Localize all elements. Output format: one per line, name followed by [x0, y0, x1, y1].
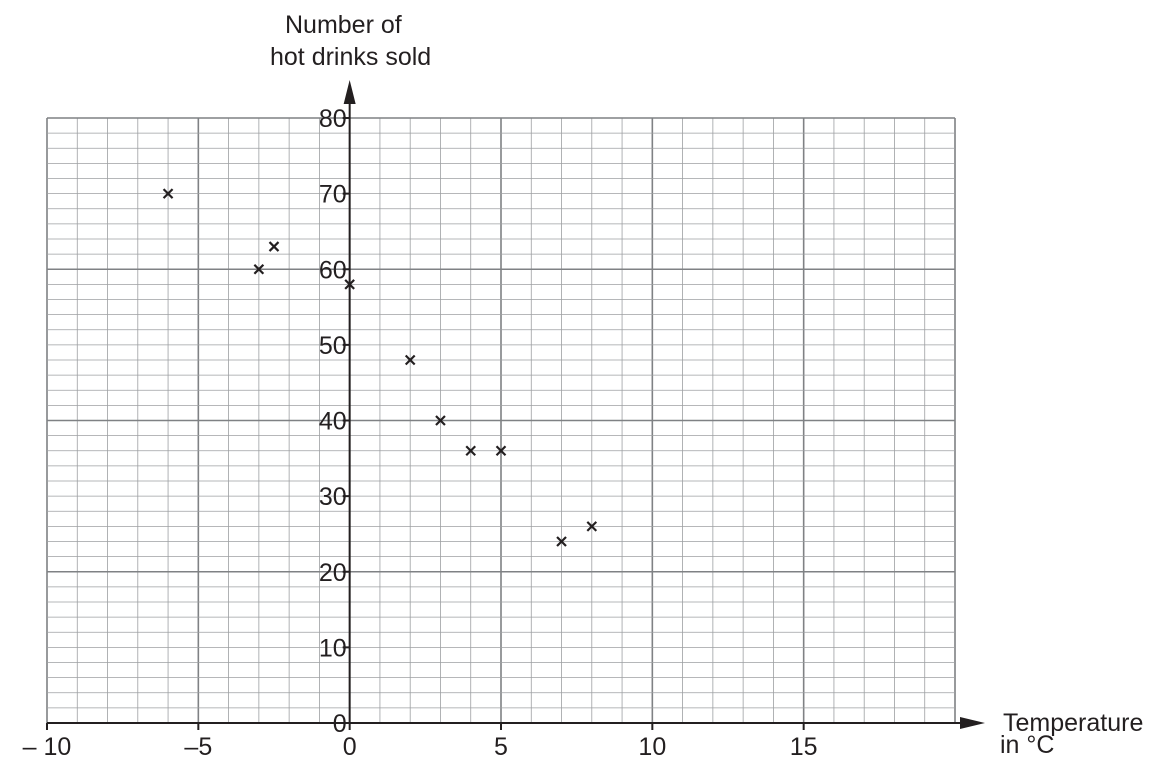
x-tick-label: –5: [184, 733, 212, 758]
y-tick-label: 60: [319, 256, 347, 284]
x-tick-label: 5: [494, 733, 508, 758]
data-point: [556, 536, 567, 547]
y-axis-label-line-1: Number of: [285, 11, 402, 39]
x-tick-label: 10: [638, 733, 666, 758]
x-axis-label-line-1: Temperature: [1003, 709, 1143, 737]
x-tick-label: – 10: [23, 733, 72, 758]
x-axis-label-line-2: in °C: [1000, 731, 1054, 758]
data-point: [253, 263, 265, 275]
axes: [47, 80, 985, 729]
tick-labels: – 10 –5 0 5 10 15 0 10 20 30 40 50 60 70 80: [23, 105, 818, 758]
y-tick-label: 40: [319, 408, 347, 436]
y-tick-label: 30: [319, 483, 347, 511]
data-point: [344, 279, 355, 290]
x-tick-label: 15: [790, 733, 818, 758]
y-tick-label: 80: [319, 105, 347, 133]
y-tick-label: 20: [319, 559, 347, 587]
x-tick-label: 0: [343, 733, 357, 758]
data-point: [495, 445, 507, 457]
y-tick-label: 50: [319, 332, 347, 360]
data-point: [268, 241, 280, 252]
grid: [46, 117, 956, 724]
data-point: [435, 415, 446, 426]
y-axis-label-line-2: hot drinks sold: [270, 43, 431, 71]
y-tick-label: 0: [333, 710, 347, 738]
y-tick-label: 10: [319, 634, 347, 662]
data-point: [465, 445, 477, 457]
data-point: [404, 354, 416, 366]
data-point: [162, 188, 174, 199]
data-points: [162, 188, 598, 547]
x-axis-arrowhead: [960, 717, 985, 729]
y-axis-arrowhead: [343, 80, 356, 104]
y-tick-label: 70: [319, 181, 347, 209]
data-point: [586, 521, 598, 532]
